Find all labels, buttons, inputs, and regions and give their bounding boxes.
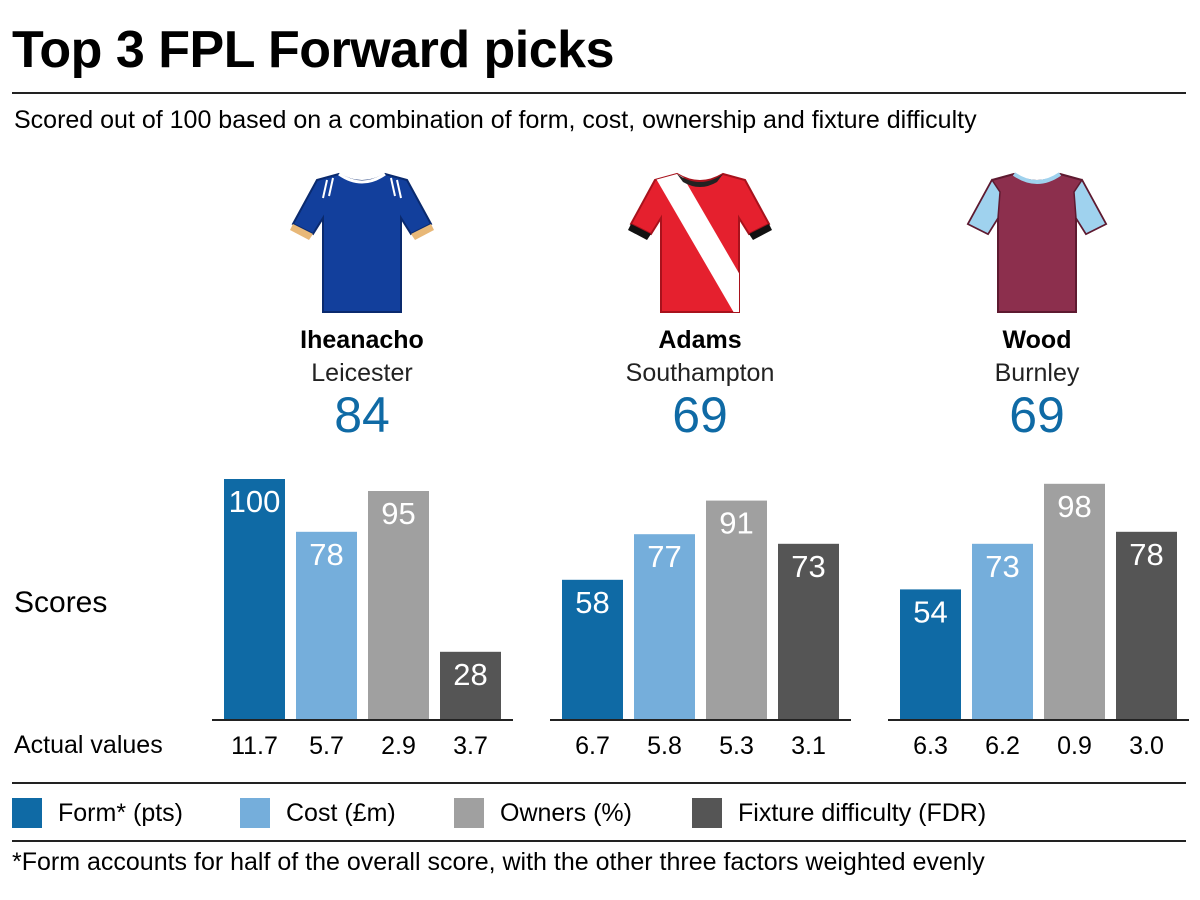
- bar-adams-fixture: [778, 543, 839, 719]
- player-card-adams: Adams Southampton 69: [550, 168, 850, 440]
- legend-swatch-owners: [454, 798, 484, 828]
- bar-iheanacho-owners: [368, 491, 429, 719]
- footnote-divider: [12, 840, 1186, 842]
- bar-wood-form: [900, 589, 961, 719]
- player-name: Iheanacho: [300, 326, 424, 354]
- legend-label-form: Form* (pts): [58, 798, 183, 827]
- southampton-shirt-icon: [628, 172, 772, 313]
- legend-item-fixture: Fixture difficulty (FDR): [692, 796, 986, 830]
- legend-label-cost: Cost (£m): [286, 798, 396, 827]
- player-card-iheanacho: Iheanacho Leicester 84: [212, 168, 512, 440]
- bar-wood-cost: [972, 543, 1033, 719]
- actual-value-adams-fixture: 3.1: [791, 732, 826, 760]
- legend-top-divider: [12, 782, 1186, 784]
- actual-values-row-label: Actual values: [14, 731, 163, 759]
- actual-value-iheanacho-cost: 5.7: [309, 732, 344, 760]
- burnley-shirt-icon: [966, 172, 1108, 313]
- legend-swatch-cost: [240, 798, 270, 828]
- data-label-wood-owners: 98: [1057, 489, 1091, 524]
- data-label-iheanacho-cost: 78: [309, 537, 343, 572]
- bar-iheanacho-fixture: [440, 651, 501, 719]
- data-label-wood-fixture: 78: [1129, 537, 1163, 572]
- data-label-iheanacho-form: 100: [229, 484, 281, 519]
- data-label-adams-owners: 91: [719, 506, 753, 541]
- actual-value-wood-form: 6.3: [913, 732, 948, 760]
- data-label-adams-cost: 77: [647, 539, 681, 574]
- player-overall-score: 69: [672, 387, 728, 443]
- player-name: Adams: [658, 326, 742, 354]
- data-label-adams-form: 58: [575, 585, 609, 620]
- title-divider: [12, 92, 1186, 94]
- legend-item-owners: Owners (%): [454, 796, 632, 830]
- player-club: Southampton: [625, 359, 775, 387]
- player-club: Burnley: [994, 359, 1080, 387]
- player-card-wood: Wood Burnley 69: [887, 168, 1187, 440]
- legend: Form* (pts) Cost (£m) Owners (%) Fixture…: [12, 796, 1192, 830]
- actual-value-adams-form: 6.7: [575, 732, 610, 760]
- legend-label-owners: Owners (%): [500, 798, 632, 827]
- data-label-wood-cost: 73: [985, 549, 1019, 584]
- actual-value-adams-cost: 5.8: [647, 732, 682, 760]
- legend-swatch-fixture: [692, 798, 722, 828]
- actual-value-iheanacho-form: 11.7: [231, 732, 278, 760]
- actual-value-wood-owners: 0.9: [1057, 732, 1092, 760]
- chart-title: Top 3 FPL Forward picks: [12, 21, 615, 79]
- player-name: Wood: [1002, 326, 1072, 354]
- bar-adams-cost: [634, 534, 695, 719]
- actual-value-iheanacho-owners: 2.9: [381, 732, 416, 760]
- actual-value-adams-owners: 5.3: [719, 732, 754, 760]
- data-label-iheanacho-fixture: 28: [453, 657, 487, 692]
- leicester-shirt-icon: [290, 172, 434, 313]
- bar-wood-owners: [1044, 483, 1105, 719]
- player-club: Leicester: [311, 359, 413, 387]
- bar-adams-owners: [706, 500, 767, 719]
- data-label-iheanacho-owners: 95: [381, 496, 415, 531]
- actual-value-wood-fixture: 3.0: [1129, 732, 1164, 760]
- actual-value-wood-cost: 6.2: [985, 732, 1020, 760]
- legend-item-form: Form* (pts): [12, 796, 183, 830]
- bar-iheanacho-form: [224, 479, 285, 719]
- data-label-adams-fixture: 73: [791, 549, 825, 584]
- bar-wood-fixture: [1116, 531, 1177, 719]
- player-overall-score: 69: [1009, 387, 1065, 443]
- data-label-wood-form: 54: [913, 594, 947, 629]
- bar-iheanacho-cost: [296, 531, 357, 719]
- footnote: *Form accounts for half of the overall s…: [12, 848, 985, 876]
- scores-row-label: Scores: [14, 586, 108, 619]
- legend-item-cost: Cost (£m): [240, 796, 396, 830]
- legend-swatch-form: [12, 798, 42, 828]
- bar-chart: 100 11.7 78 5.7 95 2.9 28 3.7 58 6.7 77 5.8 91 5.3 73 3…: [212, 479, 1189, 760]
- legend-label-fixture: Fixture difficulty (FDR): [738, 798, 987, 827]
- player-overall-score: 84: [334, 387, 390, 443]
- chart-subtitle: Scored out of 100 based on a combination…: [14, 106, 977, 134]
- actual-value-iheanacho-fixture: 3.7: [453, 732, 488, 760]
- bar-adams-form: [562, 579, 623, 719]
